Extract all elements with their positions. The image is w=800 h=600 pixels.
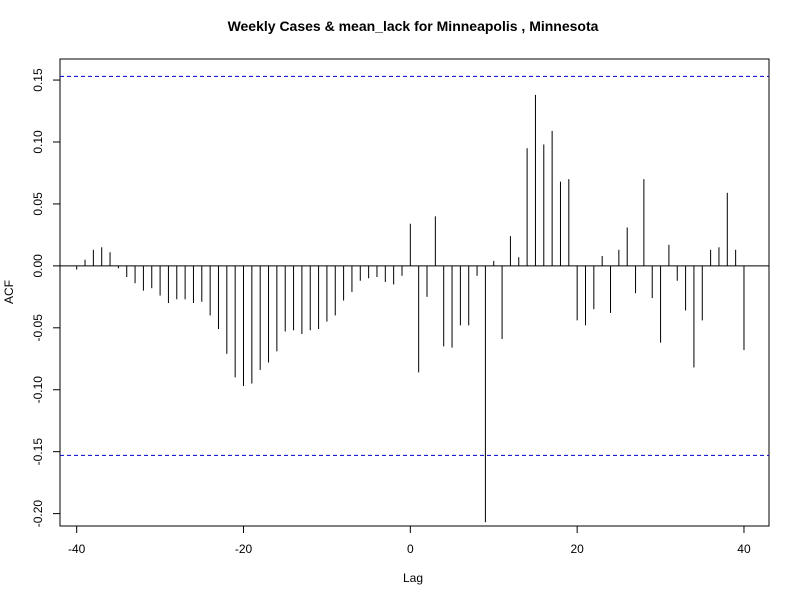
y-axis: -0.20 -0.15 -0.10 -0.05 0.00 0.05 0.10 0.15 [31,68,60,527]
x-tick-label: 0 [407,542,414,556]
confidence-bounds [60,75,769,456]
plot-frame [59,58,770,527]
chart-title: Weekly Cases & mean_lack for Minneapolis… [228,18,599,34]
x-tick-label: -40 [68,542,86,556]
x-axis: -40 -20 0 20 40 [68,526,751,556]
y-tick-label: 0.00 [31,254,45,278]
y-tick-label: -0.05 [31,314,45,342]
y-tick-label: 0.15 [31,68,45,92]
y-tick-label: -0.15 [31,438,45,466]
x-axis-label: Lag [403,571,423,585]
y-axis-label: ACF [2,280,16,304]
y-tick-label: -0.20 [31,500,45,528]
x-tick-label: 40 [737,542,751,556]
x-tick-label: -20 [235,542,253,556]
y-tick-label: 0.05 [31,192,45,216]
x-tick-label: 20 [570,542,584,556]
acf-bars [76,94,745,523]
y-tick-label: -0.10 [31,376,45,404]
y-tick-label: 0.10 [31,130,45,154]
